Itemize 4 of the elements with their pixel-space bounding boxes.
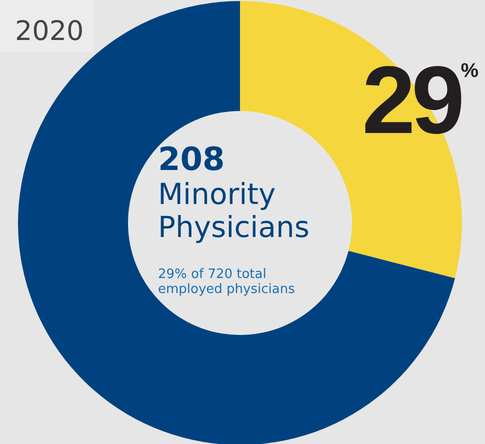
text: Minority Physicians <box>158 177 310 244</box>
text: 208 <box>158 140 225 178</box>
text: 2020 <box>15 16 84 47</box>
text: 29% of 720 total employed physicians <box>158 267 296 297</box>
